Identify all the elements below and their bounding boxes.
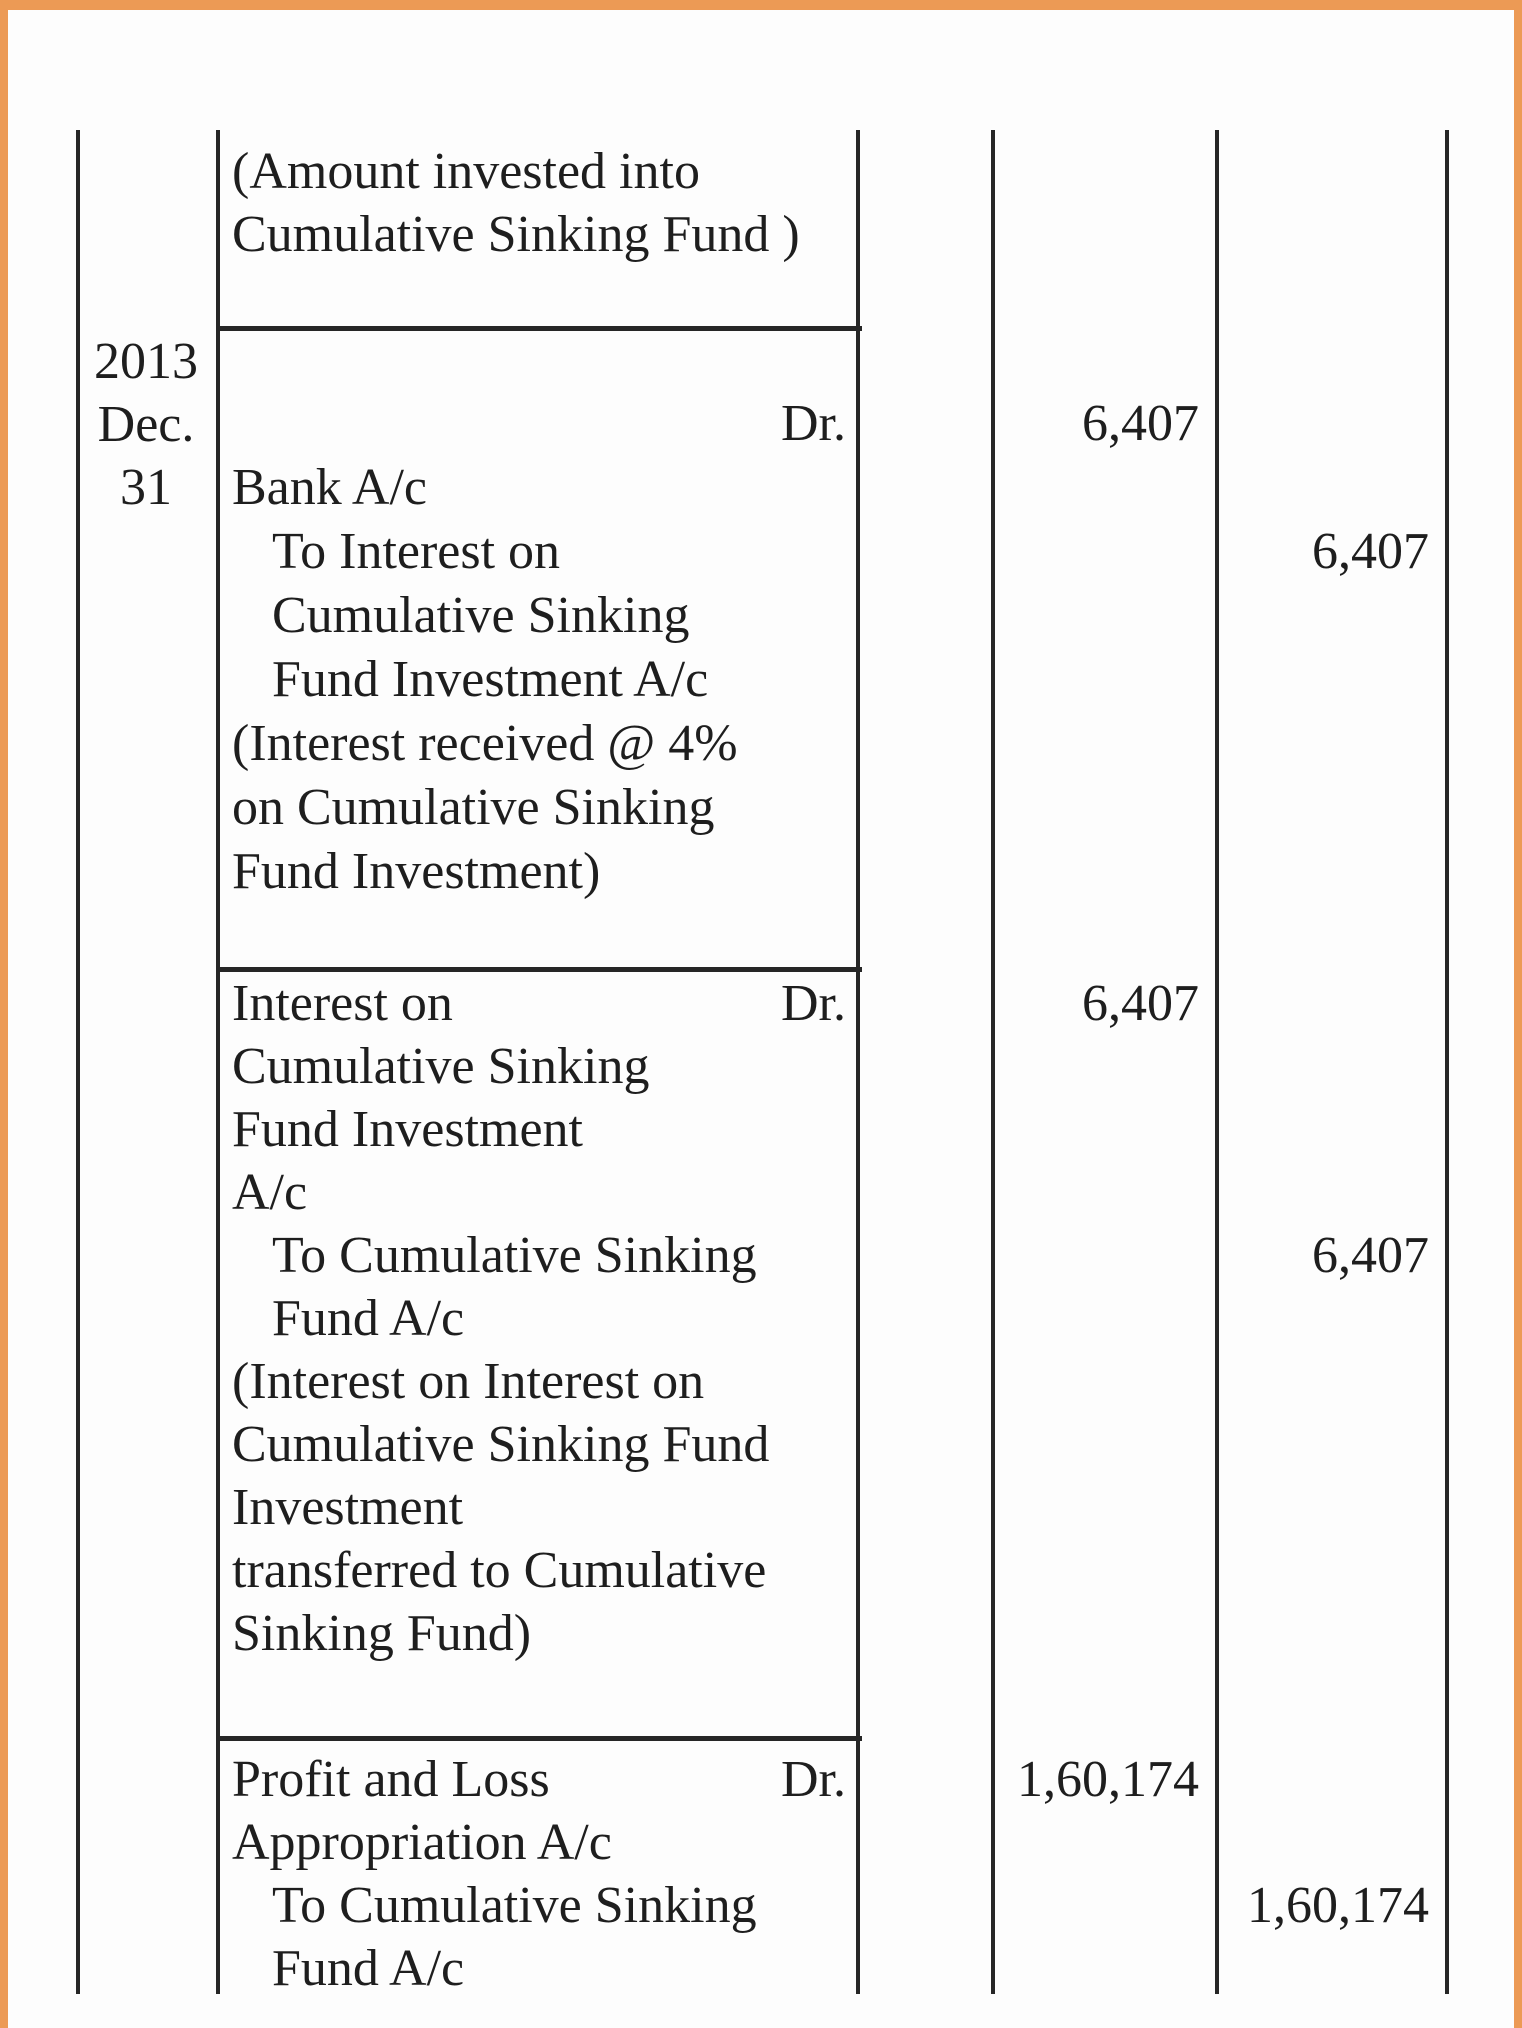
account-line: Interest on: [232, 975, 453, 1032]
table-vline-credit-right: [1445, 130, 1449, 1994]
credit-amount: 6,407: [1312, 1227, 1429, 1284]
table-vline-debit-credit: [1215, 130, 1219, 1994]
frame-right-border: [1514, 0, 1522, 2028]
account-line: To Interest on: [272, 523, 561, 580]
narration-line: transferred to Cumulative: [232, 1542, 767, 1599]
credit-amount: 1,60,174: [1247, 1877, 1429, 1934]
table-vline-particulars-lf: [856, 130, 860, 1994]
frame-top-border: [0, 0, 1522, 10]
account-line: A/c: [232, 1164, 308, 1221]
narration-line: (Interest received @ 4%: [232, 715, 738, 772]
account-line: Profit and Loss: [232, 1751, 550, 1808]
narration-line: Cumulative Sinking Fund ): [232, 206, 800, 263]
dr-label: Dr.: [781, 1751, 846, 1808]
account-line: Fund Investment: [232, 1101, 583, 1158]
narration-line: Investment: [232, 1479, 464, 1536]
date-day: 31: [120, 459, 172, 516]
account-line: Fund A/c: [272, 1940, 465, 1997]
narration-line: (Interest on Interest on: [232, 1353, 705, 1410]
date-month: Dec.: [97, 396, 195, 453]
narration-line: Sinking Fund): [232, 1605, 532, 1662]
dr-label: Dr.: [781, 395, 846, 452]
debit-amount: 6,407: [1082, 395, 1199, 452]
table-vline-date-left: [76, 130, 80, 1994]
table-vline-date-particulars: [216, 130, 220, 1994]
credit-amount: 6,407: [1312, 523, 1429, 580]
frame-left-border: [0, 0, 8, 2028]
debit-amount: 1,60,174: [1017, 1751, 1199, 1808]
narration-line: Fund Investment): [232, 843, 601, 900]
account-line: Cumulative Sinking: [272, 587, 690, 644]
debit-amount: 6,407: [1082, 975, 1199, 1032]
row-separator-1: [216, 326, 862, 331]
account-line: Appropriation A/c: [232, 1814, 612, 1871]
account-line: Bank A/c: [232, 459, 427, 516]
account-line: Fund Investment A/c: [272, 651, 709, 708]
account-line: To Cumulative Sinking: [272, 1877, 757, 1934]
table-vline-lf-debit: [991, 130, 995, 1994]
row-separator-2: [216, 967, 862, 972]
dr-label: Dr.: [781, 975, 846, 1032]
narration-line: Cumulative Sinking Fund: [232, 1416, 770, 1473]
narration-line: (Amount invested into: [232, 143, 700, 200]
account-line: To Cumulative Sinking: [272, 1227, 757, 1284]
account-line: Fund A/c: [272, 1290, 465, 1347]
narration-line: on Cumulative Sinking: [232, 779, 715, 836]
row-separator-3: [216, 1736, 862, 1741]
date-year: 2013: [94, 333, 198, 390]
account-line: Cumulative Sinking: [232, 1038, 650, 1095]
